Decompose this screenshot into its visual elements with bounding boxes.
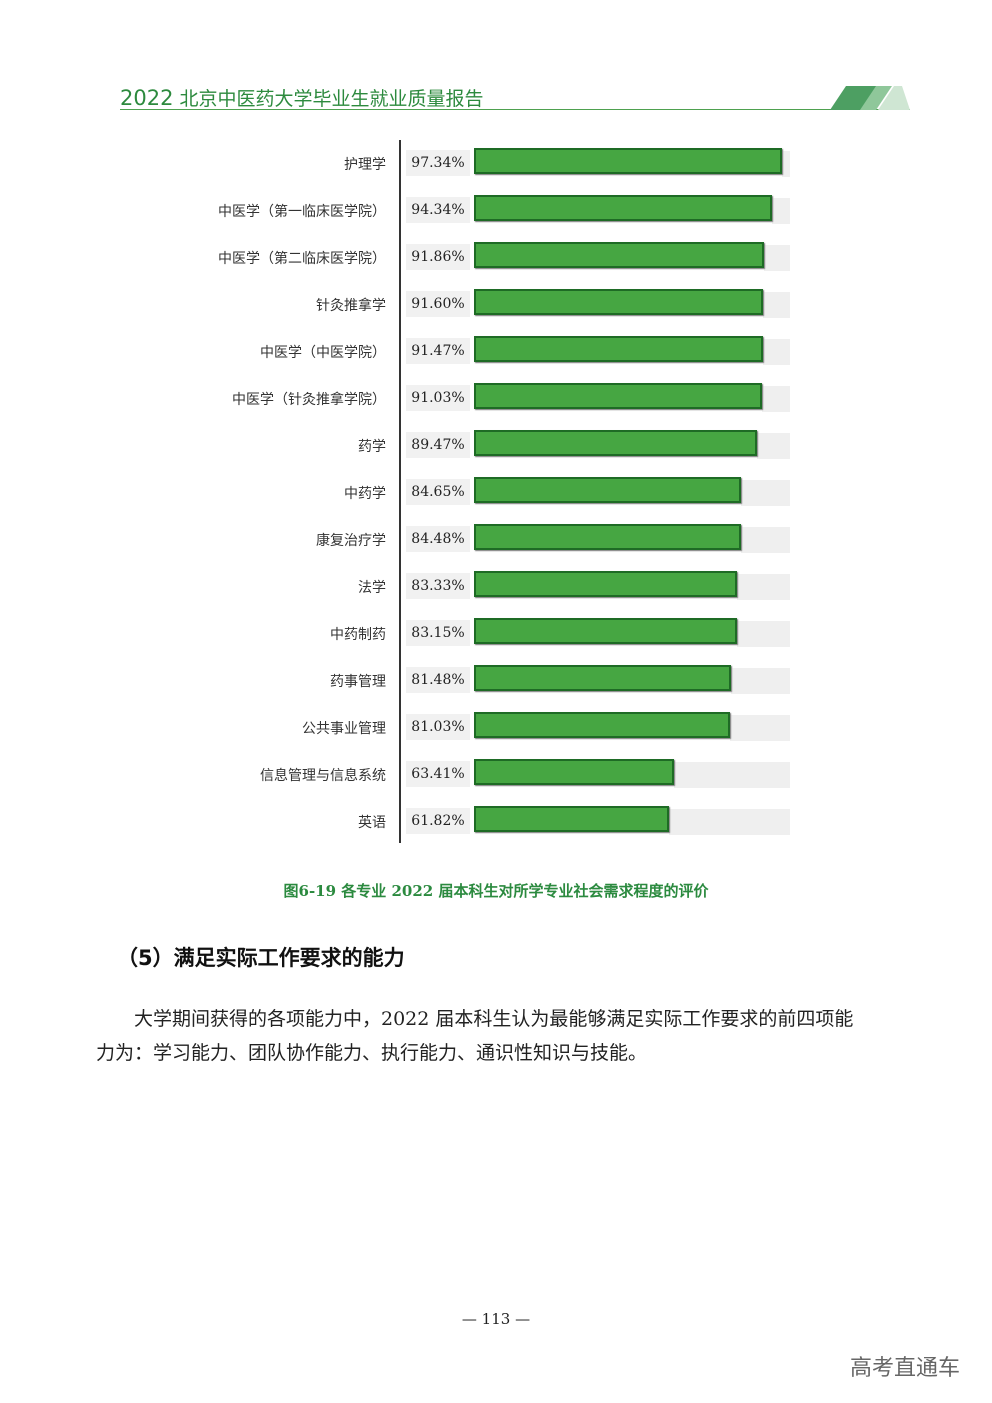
value-label: 97.34% [406, 150, 470, 176]
body-paragraph: 大学期间获得的各项能力中，2022 届本科生认为最能够满足实际工作要求的前四项能… [96, 1002, 896, 1070]
chart-row: 针灸推拿学 91.60% [0, 289, 992, 319]
bar-remainder [736, 621, 790, 647]
report-title-text: 北京中医药大学毕业生就业质量报告 [179, 88, 484, 110]
chart-row: 中医学（针灸推拿学院） 91.03% [0, 383, 992, 413]
category-label: 中医学（第二临床医学院） [218, 251, 386, 267]
bar [474, 571, 738, 597]
value-label: 91.60% [406, 291, 470, 317]
y-axis-line [399, 140, 401, 843]
bar-remainder [731, 668, 790, 694]
category-label: 中药学 [344, 486, 386, 502]
value-label: 83.15% [406, 620, 470, 646]
chart-row: 康复治疗学 84.48% [0, 524, 992, 554]
watermark: 高考直通车 [850, 1356, 961, 1381]
value-label: 91.03% [406, 385, 470, 411]
figure-caption: 图6-19 各专业 2022 届本科生对所学专业社会需求程度的评价 [283, 882, 709, 900]
bar-remainder [674, 762, 790, 788]
bar [474, 336, 764, 362]
chart-row: 公共事业管理 81.03% [0, 712, 992, 742]
category-label: 中医学（针灸推拿学院） [232, 392, 386, 408]
chart-row: 药学 89.47% [0, 430, 992, 460]
bar [474, 242, 765, 268]
bar [474, 148, 782, 174]
value-label: 63.41% [406, 761, 470, 787]
category-label: 中药制药 [330, 627, 386, 643]
bar-remainder [763, 339, 790, 365]
category-label: 中医学（第一临床医学院） [218, 204, 386, 220]
bar [474, 477, 742, 503]
bar-chart: 护理学 97.34% 中医学（第一临床医学院） 94.34% 中医学（第二临床医学院） 9… [0, 138, 992, 848]
bar [474, 430, 757, 456]
paragraph-line-2: 力为：学习能力、团队协作能力、执行能力、通识性知识与技能。 [96, 1042, 648, 1064]
bar [474, 759, 675, 785]
chart-row: 英语 61.82% [0, 806, 992, 836]
value-label: 89.47% [406, 432, 470, 458]
value-label: 91.86% [406, 244, 470, 270]
value-label: 81.48% [406, 667, 470, 693]
value-label: 91.47% [406, 338, 470, 364]
category-label: 法学 [358, 580, 386, 596]
chart-row: 中医学（中医学院） 91.47% [0, 336, 992, 366]
bar-remainder [763, 292, 790, 318]
chart-row: 信息管理与信息系统 63.41% [0, 759, 992, 789]
chart-row: 中药制药 83.15% [0, 618, 992, 648]
bar [474, 618, 737, 644]
category-label: 护理学 [344, 157, 386, 173]
section-heading: （5）满足实际工作要求的能力 [117, 946, 405, 970]
category-label: 针灸推拿学 [316, 298, 386, 314]
report-year: 2022 [120, 86, 174, 110]
bar-remainder [764, 245, 790, 271]
report-title: 2022 北京中医药大学毕业生就业质量报告 [120, 84, 484, 111]
category-label: 英语 [358, 815, 386, 831]
page-number: — 113 — [461, 1310, 531, 1328]
value-label: 84.48% [406, 526, 470, 552]
category-label: 公共事业管理 [302, 721, 386, 737]
bar-remainder [740, 527, 790, 553]
bar [474, 289, 764, 315]
bar-remainder [737, 574, 790, 600]
category-label: 药学 [358, 439, 386, 455]
chart-row: 药事管理 81.48% [0, 665, 992, 695]
value-label: 61.82% [406, 808, 470, 834]
category-label: 药事管理 [330, 674, 386, 690]
chart-row: 中医学（第一临床医学院） 94.34% [0, 195, 992, 225]
value-label: 83.33% [406, 573, 470, 599]
chart-row: 中医学（第二临床医学院） 91.86% [0, 242, 992, 272]
bar [474, 524, 741, 550]
value-label: 94.34% [406, 197, 470, 223]
value-label: 84.65% [406, 479, 470, 505]
bar [474, 383, 762, 409]
paragraph-line-1: 大学期间获得的各项能力中，2022 届本科生认为最能够满足实际工作要求的前四项能 [134, 1008, 854, 1030]
chart-row: 护理学 97.34% [0, 148, 992, 178]
bar [474, 712, 731, 738]
bar-remainder [669, 809, 790, 835]
bar-remainder [756, 433, 790, 459]
header-decoration [830, 86, 910, 110]
category-label: 信息管理与信息系统 [260, 768, 386, 784]
bar-remainder [741, 480, 790, 506]
bar-remainder [761, 386, 790, 412]
bar-remainder [781, 151, 790, 177]
bar [474, 806, 670, 832]
chart-row: 法学 83.33% [0, 571, 992, 601]
header-divider [120, 109, 910, 110]
page-header: 2022 北京中医药大学毕业生就业质量报告 [120, 84, 910, 112]
value-label: 81.03% [406, 714, 470, 740]
bar [474, 665, 732, 691]
category-label: 康复治疗学 [316, 533, 386, 549]
bar-remainder [772, 198, 790, 224]
bar-remainder [730, 715, 790, 741]
chart-row: 中药学 84.65% [0, 477, 992, 507]
category-label: 中医学（中医学院） [260, 345, 386, 361]
bar [474, 195, 773, 221]
